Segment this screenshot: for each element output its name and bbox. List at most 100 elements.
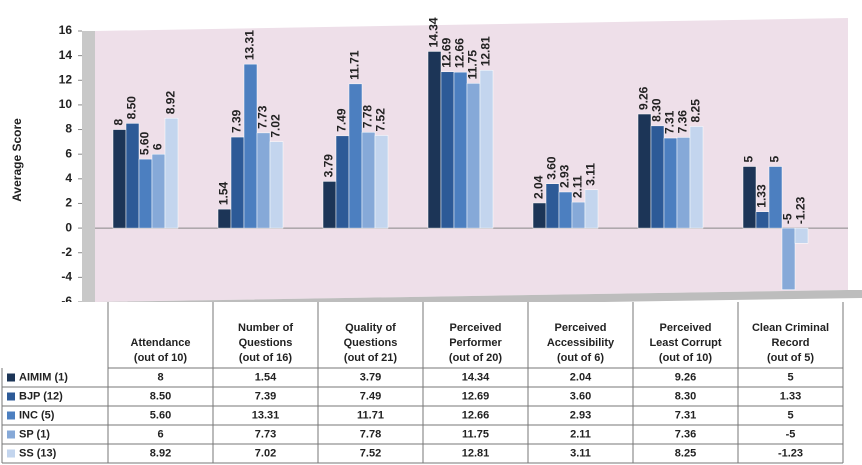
data-table: Attendance (out of 10) Number of Questions (… <box>0 302 844 464</box>
table-cell: 11.75 <box>462 428 489 440</box>
table-cell: 7.36 <box>675 428 696 440</box>
data-label: 2.93 <box>558 164 572 188</box>
category-label: Quality of <box>345 322 396 334</box>
bar <box>650 125 665 229</box>
category-label: (out of 10) <box>134 352 187 364</box>
legend-swatch <box>7 373 15 382</box>
data-label: 8.50 <box>125 96 139 120</box>
y-tick-label: 6 <box>65 146 72 160</box>
category-label: Perceived <box>555 322 607 334</box>
table-cell: 7.73 <box>255 428 276 440</box>
table-cell: 8.92 <box>150 447 171 459</box>
data-label: 14.34 <box>427 17 441 47</box>
table-cell: 6 <box>157 428 163 440</box>
category-label: Least Corrupt <box>649 337 721 349</box>
data-label: 8.25 <box>689 99 703 123</box>
category-label: (out of 20) <box>449 352 502 364</box>
legend-swatch <box>7 392 15 401</box>
data-label: 7.31 <box>663 110 677 134</box>
y-tick-label: 4 <box>65 171 72 185</box>
data-label: 1.54 <box>217 181 231 205</box>
data-label: 2.04 <box>532 175 546 199</box>
data-label: -1.23 <box>794 196 808 224</box>
data-label: 7.39 <box>230 109 244 133</box>
table-cell: 12.81 <box>462 447 490 459</box>
table-cell: 8.30 <box>675 390 696 402</box>
y-tick-label: -6 <box>61 294 72 308</box>
y-tick-label: 10 <box>59 97 73 111</box>
bar <box>151 153 166 229</box>
bar <box>453 71 468 229</box>
y-axis-label: Average Score <box>10 118 24 202</box>
category-label: Clean Criminal <box>752 322 829 334</box>
side-wall <box>82 31 95 302</box>
bar <box>322 181 337 229</box>
category-label: Record <box>772 337 810 349</box>
data-label: 7.02 <box>269 114 283 138</box>
bar <box>781 227 796 290</box>
bar <box>742 166 757 229</box>
data-label: 7.52 <box>374 108 388 132</box>
legend-label: INC (5) <box>19 409 55 421</box>
table-cell: 3.79 <box>360 371 381 383</box>
category-label: Accessibility <box>547 337 615 349</box>
table-cell: 3.11 <box>570 447 591 459</box>
y-tick-label: 0 <box>65 220 72 234</box>
table-cell: 2.11 <box>570 428 591 440</box>
data-label: 3.60 <box>545 156 559 180</box>
bar <box>256 132 271 229</box>
table-cell: 8.25 <box>675 447 696 459</box>
legend-swatch <box>7 449 15 458</box>
bar <box>243 63 258 229</box>
bar <box>689 126 704 229</box>
table-cell: 12.66 <box>462 409 490 421</box>
legend-label: BJP (12) <box>19 390 63 402</box>
bar <box>532 202 547 229</box>
table-cell: 13.31 <box>252 409 280 421</box>
bar <box>230 136 245 229</box>
bar <box>794 227 809 244</box>
table-cell: 7.31 <box>675 409 696 421</box>
category-label: Performer <box>449 337 502 349</box>
data-label: 12.69 <box>440 37 454 67</box>
table-cell: 8 <box>157 371 163 383</box>
y-tick-label: 12 <box>59 72 73 86</box>
table-bg <box>0 302 843 463</box>
data-label: 8.92 <box>164 91 178 115</box>
table-cell: 7.02 <box>255 447 276 459</box>
data-label: 6 <box>151 143 165 150</box>
category-label: Questions <box>344 337 398 349</box>
legend-swatch <box>7 430 15 439</box>
data-label: 9.26 <box>637 86 651 110</box>
category-label: Questions <box>239 337 293 349</box>
category-label: Attendance <box>131 337 191 349</box>
bar <box>466 83 481 229</box>
bar <box>374 135 389 229</box>
bar <box>112 129 127 229</box>
category-label: (out of 16) <box>239 352 292 364</box>
data-label: 2.11 <box>571 175 585 198</box>
table-cell: 1.33 <box>780 390 801 402</box>
data-label: 12.81 <box>479 36 493 66</box>
table-cell: 5 <box>787 371 793 383</box>
category-label: Perceived <box>660 322 712 334</box>
data-label: 11.71 <box>348 50 362 80</box>
legend-label: AIMIM (1) <box>19 371 68 383</box>
table-cell: 1.54 <box>255 371 277 383</box>
table-cell: 5.60 <box>150 409 171 421</box>
table-cell: 14.34 <box>462 371 490 383</box>
data-label: 12.66 <box>453 38 467 68</box>
data-label: 3.11 <box>584 163 598 186</box>
category-label: Number of <box>238 322 293 334</box>
table-cell: -5 <box>786 428 796 440</box>
bar <box>164 117 179 229</box>
data-label: 1.33 <box>755 184 769 208</box>
bar <box>479 70 494 229</box>
table-cell: 7.39 <box>255 390 276 402</box>
bar <box>676 137 691 229</box>
bar <box>571 201 586 229</box>
table-cell: 11.71 <box>357 409 384 421</box>
bar <box>427 51 442 229</box>
data-label: 7.49 <box>335 108 349 132</box>
